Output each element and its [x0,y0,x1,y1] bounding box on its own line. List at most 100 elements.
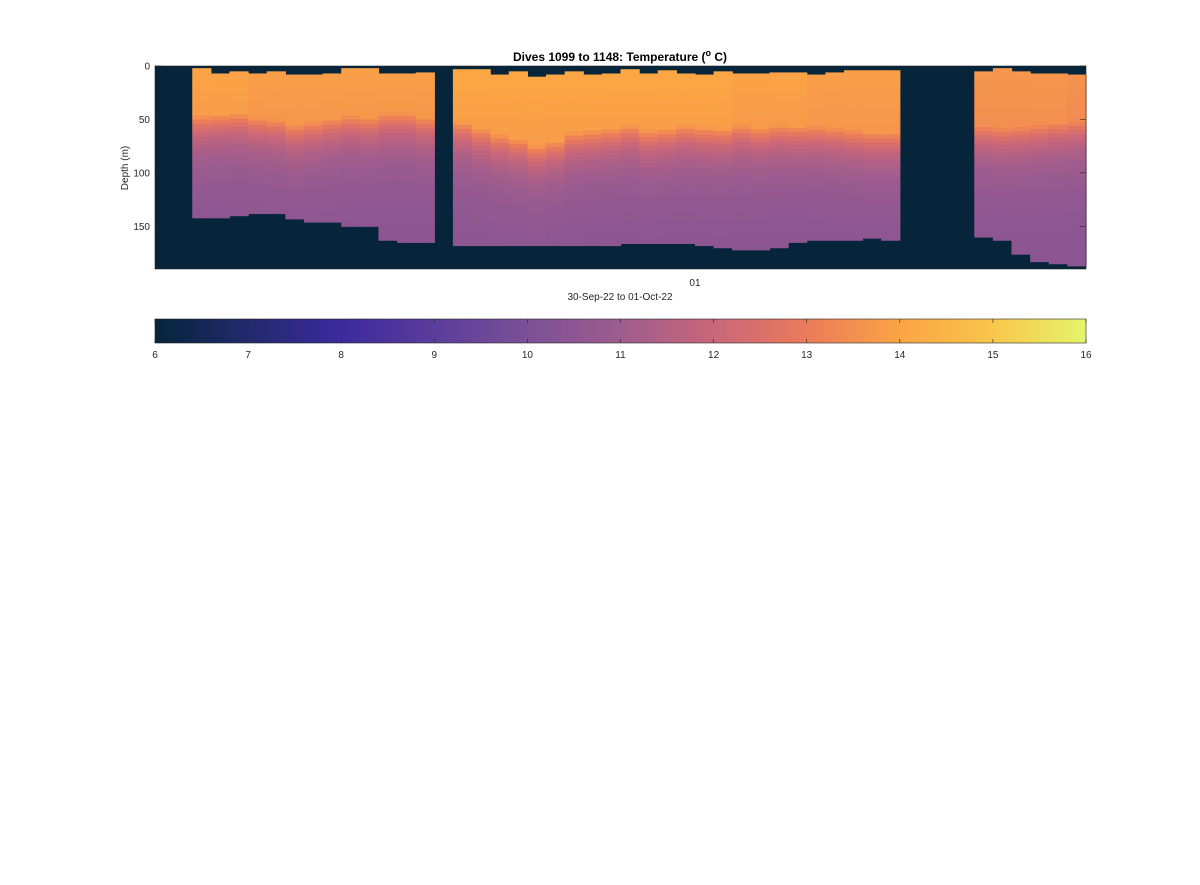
heatmap-cell [415,110,435,116]
heatmap-cell [564,156,584,162]
heatmap-cell [881,125,901,131]
heatmap-cell [341,174,361,180]
heatmap-cell [732,116,752,122]
heatmap-cell [397,163,417,169]
heatmap-cell [620,154,640,160]
heatmap-cell [694,117,715,123]
heatmap-cell [1030,86,1050,92]
heatmap-cell [546,151,566,157]
heatmap-cell [713,199,733,205]
heatmap-cell [639,197,659,203]
heatmap-cell [229,161,249,166]
degree-symbol: o [706,48,712,58]
heatmap-cell [806,100,826,106]
heatmap-cell [843,113,864,118]
heatmap-cell [676,205,696,211]
heatmap-cell [1030,154,1050,160]
heatmap-cell [341,157,361,163]
heatmap-cell [1048,201,1068,207]
heatmap-cell [843,207,864,212]
heatmap-cell [583,224,603,229]
heatmap-cell [862,100,882,106]
heatmap-cell [303,113,324,118]
heatmap-cell [1011,220,1031,226]
heatmap-cell [248,193,268,199]
heatmap-cell [378,214,398,220]
heatmap-cell [583,155,603,161]
heatmap-cell [322,137,342,143]
heatmap-cell [750,227,771,233]
heatmap-cell [583,142,603,148]
heatmap-cell [527,140,547,146]
heatmap-cell [862,228,882,234]
heatmap-cell [583,138,603,144]
heatmap-cell [285,95,305,101]
heatmap-cell [750,90,771,96]
heatmap-cell [490,113,510,118]
heatmap-cell [508,233,528,239]
heatmap-cell [583,181,603,187]
heatmap-cell [378,103,398,109]
heatmap-cell [601,154,622,160]
heatmap-cell [992,217,1013,223]
heatmap-cell [862,134,882,140]
heatmap-cell [620,141,640,147]
heatmap-cell [992,110,1013,116]
heatmap-cell [359,72,380,78]
heatmap-cell [639,210,659,216]
dive-profile [992,68,1013,241]
heatmap-cell [564,139,584,145]
heatmap-cell [490,228,510,234]
heatmap-cell [248,210,268,215]
heatmap-cell [769,192,789,197]
heatmap-cell [378,90,398,96]
heatmap-cell [359,140,380,146]
heatmap-cell [285,83,305,88]
heatmap-cell [471,129,491,134]
heatmap-cell [843,160,864,165]
heatmap-cell [732,90,752,96]
heatmap-cell [694,228,715,234]
heatmap-cell [694,232,715,238]
heatmap-cell [192,132,212,138]
heatmap-cell [1011,156,1031,162]
heatmap-cell [601,133,622,139]
heatmap-cell [546,198,566,204]
dive-profile [676,73,696,244]
heatmap-cell [490,241,510,247]
heatmap-cell [750,240,771,246]
dive-profile [657,70,677,244]
heatmap-cell [769,115,789,121]
heatmap-cell [657,91,677,97]
heatmap-cell [1011,238,1031,243]
heatmap-cell [1048,120,1068,126]
heatmap-cell [583,104,603,110]
heatmap-cell [1048,111,1068,117]
heatmap-cell [1011,199,1031,205]
heatmap-cell [769,174,789,180]
heatmap-cell [1048,86,1068,92]
heatmap-cell [1048,231,1068,237]
heatmap-cell [694,83,715,88]
heatmap-cell [397,129,417,134]
heatmap-cell [192,93,212,99]
heatmap-cell [974,208,994,213]
heatmap-cell [248,163,268,169]
heatmap-cell [415,170,435,176]
heatmap-cell [490,232,510,238]
heatmap-cell [620,129,640,134]
heatmap-cell [881,219,901,225]
heatmap-cell [471,223,491,228]
heatmap-cell [285,130,305,135]
heatmap-cell [564,79,584,85]
heatmap-cell [359,183,380,189]
heatmap-cell [1011,122,1031,128]
heatmap-cell [397,197,417,203]
heatmap-cell [1048,133,1068,139]
heatmap-cell [601,73,622,79]
heatmap-cell [266,178,286,184]
heatmap-cell [825,123,845,129]
heatmap-cell [452,77,473,83]
colorbar-ticks: 6 7 8 9 10 11 12 13 14 15 16 [152,319,1092,361]
heatmap-cell [471,120,491,126]
